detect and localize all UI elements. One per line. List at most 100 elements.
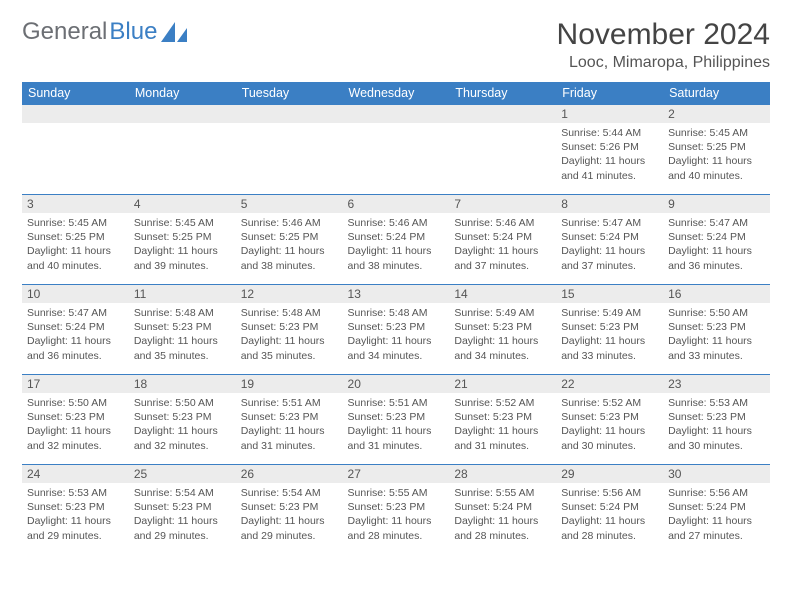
- week-row: 3Sunrise: 5:45 AMSunset: 5:25 PMDaylight…: [22, 195, 770, 285]
- day-header: Saturday: [663, 82, 770, 105]
- day-info: Sunrise: 5:47 AMSunset: 5:24 PMDaylight:…: [556, 213, 663, 279]
- day-number: 27: [343, 465, 450, 483]
- day-info: Sunrise: 5:56 AMSunset: 5:24 PMDaylight:…: [556, 483, 663, 549]
- day-number: 7: [449, 195, 556, 213]
- day-cell: 15Sunrise: 5:49 AMSunset: 5:23 PMDayligh…: [556, 285, 663, 375]
- day-info: Sunrise: 5:44 AMSunset: 5:26 PMDaylight:…: [556, 123, 663, 189]
- day-info-empty: [129, 123, 236, 179]
- day-info: Sunrise: 5:48 AMSunset: 5:23 PMDaylight:…: [129, 303, 236, 369]
- week-row: 17Sunrise: 5:50 AMSunset: 5:23 PMDayligh…: [22, 375, 770, 465]
- day-number: 4: [129, 195, 236, 213]
- day-info-empty: [22, 123, 129, 179]
- day-number: 24: [22, 465, 129, 483]
- day-cell: [236, 105, 343, 195]
- day-number: 28: [449, 465, 556, 483]
- logo-text-2: Blue: [109, 18, 157, 46]
- day-cell: 21Sunrise: 5:52 AMSunset: 5:23 PMDayligh…: [449, 375, 556, 465]
- day-info: Sunrise: 5:47 AMSunset: 5:24 PMDaylight:…: [22, 303, 129, 369]
- day-number: 21: [449, 375, 556, 393]
- day-number: 29: [556, 465, 663, 483]
- day-cell: 18Sunrise: 5:50 AMSunset: 5:23 PMDayligh…: [129, 375, 236, 465]
- logo-text-1: General: [22, 18, 107, 46]
- day-info: Sunrise: 5:45 AMSunset: 5:25 PMDaylight:…: [129, 213, 236, 279]
- day-cell: 17Sunrise: 5:50 AMSunset: 5:23 PMDayligh…: [22, 375, 129, 465]
- day-cell: [22, 105, 129, 195]
- day-info: Sunrise: 5:48 AMSunset: 5:23 PMDaylight:…: [343, 303, 450, 369]
- day-number: 13: [343, 285, 450, 303]
- day-info: Sunrise: 5:46 AMSunset: 5:24 PMDaylight:…: [449, 213, 556, 279]
- day-number: 14: [449, 285, 556, 303]
- day-info: Sunrise: 5:55 AMSunset: 5:23 PMDaylight:…: [343, 483, 450, 549]
- day-info: Sunrise: 5:50 AMSunset: 5:23 PMDaylight:…: [663, 303, 770, 369]
- day-info: Sunrise: 5:49 AMSunset: 5:23 PMDaylight:…: [449, 303, 556, 369]
- day-number-empty: [129, 105, 236, 123]
- day-number-empty: [236, 105, 343, 123]
- day-info: Sunrise: 5:54 AMSunset: 5:23 PMDaylight:…: [129, 483, 236, 549]
- title-block: November 2024 Looc, Mimaropa, Philippine…: [557, 18, 770, 72]
- day-number: 20: [343, 375, 450, 393]
- day-cell: 9Sunrise: 5:47 AMSunset: 5:24 PMDaylight…: [663, 195, 770, 285]
- day-cell: 10Sunrise: 5:47 AMSunset: 5:24 PMDayligh…: [22, 285, 129, 375]
- day-cell: 6Sunrise: 5:46 AMSunset: 5:24 PMDaylight…: [343, 195, 450, 285]
- day-info-empty: [449, 123, 556, 179]
- logo-sail-icon: [161, 22, 187, 42]
- day-info: Sunrise: 5:54 AMSunset: 5:23 PMDaylight:…: [236, 483, 343, 549]
- calendar-table: SundayMondayTuesdayWednesdayThursdayFrid…: [22, 82, 770, 555]
- day-header: Monday: [129, 82, 236, 105]
- day-header: Thursday: [449, 82, 556, 105]
- day-cell: [449, 105, 556, 195]
- day-cell: 22Sunrise: 5:52 AMSunset: 5:23 PMDayligh…: [556, 375, 663, 465]
- day-info: Sunrise: 5:56 AMSunset: 5:24 PMDaylight:…: [663, 483, 770, 549]
- day-number: 5: [236, 195, 343, 213]
- day-cell: 3Sunrise: 5:45 AMSunset: 5:25 PMDaylight…: [22, 195, 129, 285]
- day-info-empty: [236, 123, 343, 179]
- day-number: 30: [663, 465, 770, 483]
- day-info: Sunrise: 5:52 AMSunset: 5:23 PMDaylight:…: [449, 393, 556, 459]
- day-number: 11: [129, 285, 236, 303]
- day-cell: 23Sunrise: 5:53 AMSunset: 5:23 PMDayligh…: [663, 375, 770, 465]
- day-number: 22: [556, 375, 663, 393]
- day-number-empty: [343, 105, 450, 123]
- day-number: 25: [129, 465, 236, 483]
- day-number: 3: [22, 195, 129, 213]
- day-info: Sunrise: 5:49 AMSunset: 5:23 PMDaylight:…: [556, 303, 663, 369]
- day-number-empty: [449, 105, 556, 123]
- day-number: 9: [663, 195, 770, 213]
- logo: GeneralBlue: [22, 18, 187, 46]
- day-number: 8: [556, 195, 663, 213]
- day-info: Sunrise: 5:52 AMSunset: 5:23 PMDaylight:…: [556, 393, 663, 459]
- day-cell: 26Sunrise: 5:54 AMSunset: 5:23 PMDayligh…: [236, 465, 343, 555]
- day-number: 19: [236, 375, 343, 393]
- day-info: Sunrise: 5:46 AMSunset: 5:25 PMDaylight:…: [236, 213, 343, 279]
- day-cell: 20Sunrise: 5:51 AMSunset: 5:23 PMDayligh…: [343, 375, 450, 465]
- day-number: 2: [663, 105, 770, 123]
- day-cell: [129, 105, 236, 195]
- day-cell: [343, 105, 450, 195]
- day-cell: 5Sunrise: 5:46 AMSunset: 5:25 PMDaylight…: [236, 195, 343, 285]
- day-number-empty: [22, 105, 129, 123]
- day-info: Sunrise: 5:53 AMSunset: 5:23 PMDaylight:…: [22, 483, 129, 549]
- week-row: 24Sunrise: 5:53 AMSunset: 5:23 PMDayligh…: [22, 465, 770, 555]
- day-cell: 24Sunrise: 5:53 AMSunset: 5:23 PMDayligh…: [22, 465, 129, 555]
- header: GeneralBlue November 2024 Looc, Mimaropa…: [22, 18, 770, 72]
- day-cell: 7Sunrise: 5:46 AMSunset: 5:24 PMDaylight…: [449, 195, 556, 285]
- day-number: 23: [663, 375, 770, 393]
- day-cell: 2Sunrise: 5:45 AMSunset: 5:25 PMDaylight…: [663, 105, 770, 195]
- week-row: 1Sunrise: 5:44 AMSunset: 5:26 PMDaylight…: [22, 105, 770, 195]
- day-header: Friday: [556, 82, 663, 105]
- day-cell: 12Sunrise: 5:48 AMSunset: 5:23 PMDayligh…: [236, 285, 343, 375]
- day-header: Sunday: [22, 82, 129, 105]
- day-cell: 4Sunrise: 5:45 AMSunset: 5:25 PMDaylight…: [129, 195, 236, 285]
- day-info: Sunrise: 5:55 AMSunset: 5:24 PMDaylight:…: [449, 483, 556, 549]
- day-number: 18: [129, 375, 236, 393]
- location: Looc, Mimaropa, Philippines: [557, 54, 770, 72]
- day-info: Sunrise: 5:46 AMSunset: 5:24 PMDaylight:…: [343, 213, 450, 279]
- day-number: 17: [22, 375, 129, 393]
- day-info: Sunrise: 5:45 AMSunset: 5:25 PMDaylight:…: [663, 123, 770, 189]
- day-cell: 1Sunrise: 5:44 AMSunset: 5:26 PMDaylight…: [556, 105, 663, 195]
- day-number: 15: [556, 285, 663, 303]
- day-cell: 28Sunrise: 5:55 AMSunset: 5:24 PMDayligh…: [449, 465, 556, 555]
- month-title: November 2024: [557, 18, 770, 52]
- day-info: Sunrise: 5:50 AMSunset: 5:23 PMDaylight:…: [22, 393, 129, 459]
- day-number: 6: [343, 195, 450, 213]
